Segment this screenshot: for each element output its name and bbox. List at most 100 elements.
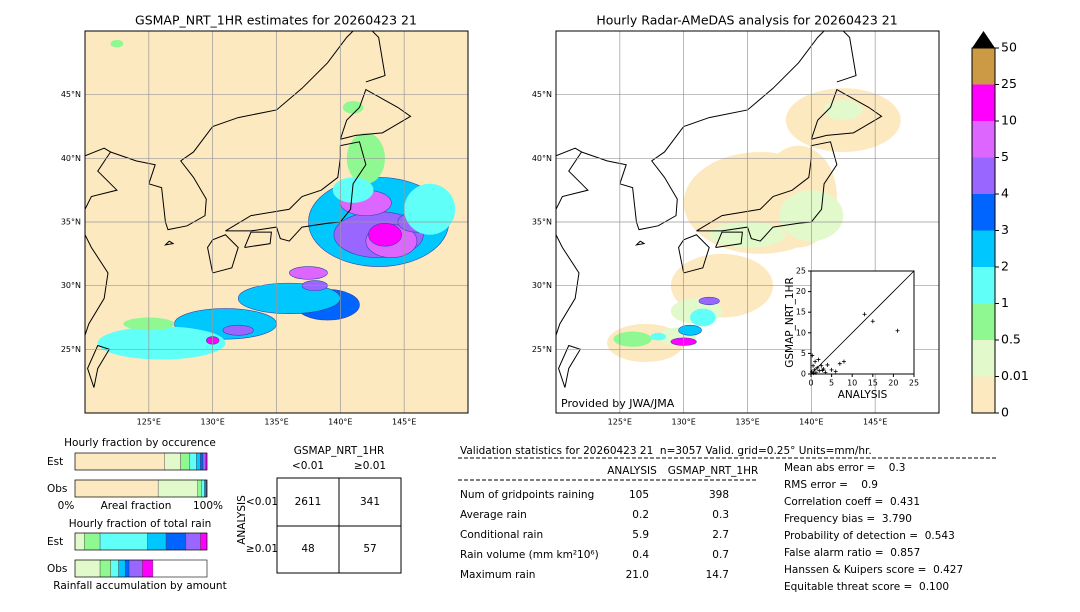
colorbar-label: 50 bbox=[1001, 40, 1017, 55]
score: Equitable threat score = 0.100 bbox=[784, 581, 949, 593]
lat-label: 40°N bbox=[532, 154, 552, 163]
diagonal bbox=[810, 270, 915, 375]
coastline bbox=[836, 31, 857, 83]
scatter-point bbox=[816, 357, 821, 362]
coastline bbox=[634, 240, 646, 246]
colorbar-label: 2 bbox=[1001, 259, 1009, 274]
left-map-title: GSMAP_NRT_1HR estimates for 20260423 21 bbox=[135, 13, 417, 28]
scatter-point bbox=[841, 359, 846, 364]
lon-label: 125°E bbox=[608, 418, 632, 427]
colorbar-label: 25 bbox=[1001, 76, 1017, 91]
lat-label: 25°N bbox=[61, 345, 81, 354]
coastline bbox=[207, 234, 239, 274]
fraction-segment bbox=[147, 532, 167, 551]
lat-label: 35°N bbox=[532, 218, 552, 227]
map-frame bbox=[555, 30, 940, 414]
x-tick-label: 25 bbox=[909, 379, 919, 388]
bar-frame bbox=[74, 479, 208, 498]
fraction-segment bbox=[99, 559, 111, 578]
score: Hanssen & Kuipers score = 0.427 bbox=[784, 564, 963, 576]
fraction-segment bbox=[74, 559, 101, 578]
axis-left: 0% bbox=[58, 500, 75, 512]
coastline bbox=[810, 88, 883, 140]
colorbar-segment bbox=[972, 340, 995, 377]
fraction-segment bbox=[99, 532, 148, 551]
fraction-segment bbox=[74, 452, 165, 471]
validation-stats: Validation statistics for 20260423 21 n=… bbox=[458, 445, 996, 593]
scatter-point bbox=[819, 363, 824, 368]
rain-area bbox=[698, 296, 720, 306]
colorbar-extend bbox=[972, 31, 995, 48]
scatter-point bbox=[862, 312, 867, 317]
rain-area bbox=[368, 222, 402, 247]
y-tick-label: 0 bbox=[801, 370, 806, 379]
row-label: Obs bbox=[47, 483, 67, 495]
colorbar-segment bbox=[972, 230, 995, 267]
lat-label: 35°N bbox=[61, 218, 81, 227]
scatter-point bbox=[810, 353, 815, 358]
y-tick-label: 15 bbox=[796, 308, 806, 317]
rain-area bbox=[97, 326, 226, 360]
rain-area bbox=[332, 177, 374, 203]
colorbar-segment bbox=[972, 157, 995, 194]
panel-footer: Rainfall accumulation by amount bbox=[53, 580, 226, 592]
y-tick-label: 20 bbox=[796, 287, 806, 296]
fraction-segment bbox=[124, 559, 130, 578]
lon-label: 125°E bbox=[137, 418, 161, 427]
lat-label: 30°N bbox=[61, 281, 81, 290]
fraction-segment bbox=[202, 452, 206, 471]
rain-area bbox=[110, 39, 124, 48]
colorbar-segment bbox=[972, 194, 995, 231]
gsmap-value: 0.7 bbox=[712, 549, 729, 561]
lon-label: 145°E bbox=[392, 418, 416, 427]
bar-frame bbox=[74, 452, 208, 471]
x-tick-label: 10 bbox=[847, 379, 857, 388]
row-label: Est bbox=[47, 456, 63, 468]
lat-label: 40°N bbox=[61, 154, 81, 163]
lon-label: 135°E bbox=[264, 418, 288, 427]
score: Probability of detection = 0.543 bbox=[784, 530, 955, 542]
fraction-segment bbox=[110, 559, 119, 578]
colorbar-label: 1 bbox=[1001, 295, 1009, 310]
score: Frequency bias = 3.790 bbox=[784, 513, 912, 525]
x-axis-label: ANALYSIS bbox=[838, 389, 888, 401]
coastline bbox=[163, 240, 175, 246]
fraction-segment bbox=[74, 479, 159, 498]
row-label: Conditional rain bbox=[460, 529, 543, 541]
fraction-segment bbox=[118, 559, 126, 578]
lon-label: 140°E bbox=[328, 418, 352, 427]
y-axis-label: GSMAP_NRT_1HR bbox=[784, 277, 796, 368]
fraction-segment bbox=[201, 479, 205, 498]
rain-area bbox=[342, 101, 364, 114]
coastline bbox=[696, 141, 838, 242]
colorbar-segment bbox=[972, 84, 995, 121]
coastline bbox=[558, 344, 582, 388]
table-title: GSMAP_NRT_1HR bbox=[294, 445, 385, 457]
lat-label: 25°N bbox=[532, 345, 552, 354]
scatter-point bbox=[813, 359, 818, 364]
scatter-point bbox=[825, 362, 830, 367]
fraction-segment bbox=[84, 532, 101, 551]
table-cell: 2611 bbox=[295, 496, 322, 508]
rain-area bbox=[785, 88, 901, 152]
lon-label: 130°E bbox=[672, 418, 696, 427]
map-frame bbox=[84, 30, 469, 414]
scatter-point bbox=[833, 369, 838, 374]
coastline bbox=[365, 31, 386, 83]
gsmap-value: 398 bbox=[709, 489, 729, 501]
analysis-value: 0.4 bbox=[632, 549, 649, 561]
rain-area bbox=[288, 266, 328, 280]
x-tick-label: 20 bbox=[888, 379, 898, 388]
col-header: ≥0.01 bbox=[354, 460, 386, 472]
col-header: GSMAP_NRT_1HR bbox=[668, 465, 759, 477]
row-label: Num of gridpoints raining bbox=[460, 489, 594, 501]
fraction-segment bbox=[196, 452, 201, 471]
gsmap-value: 14.7 bbox=[706, 569, 729, 581]
gsmap-value: 2.7 bbox=[712, 529, 729, 541]
analysis-value: 5.9 bbox=[632, 529, 649, 541]
scatter-point bbox=[823, 370, 828, 375]
coastline bbox=[715, 231, 743, 248]
credit: Provided by JWA/JMA bbox=[561, 397, 675, 410]
